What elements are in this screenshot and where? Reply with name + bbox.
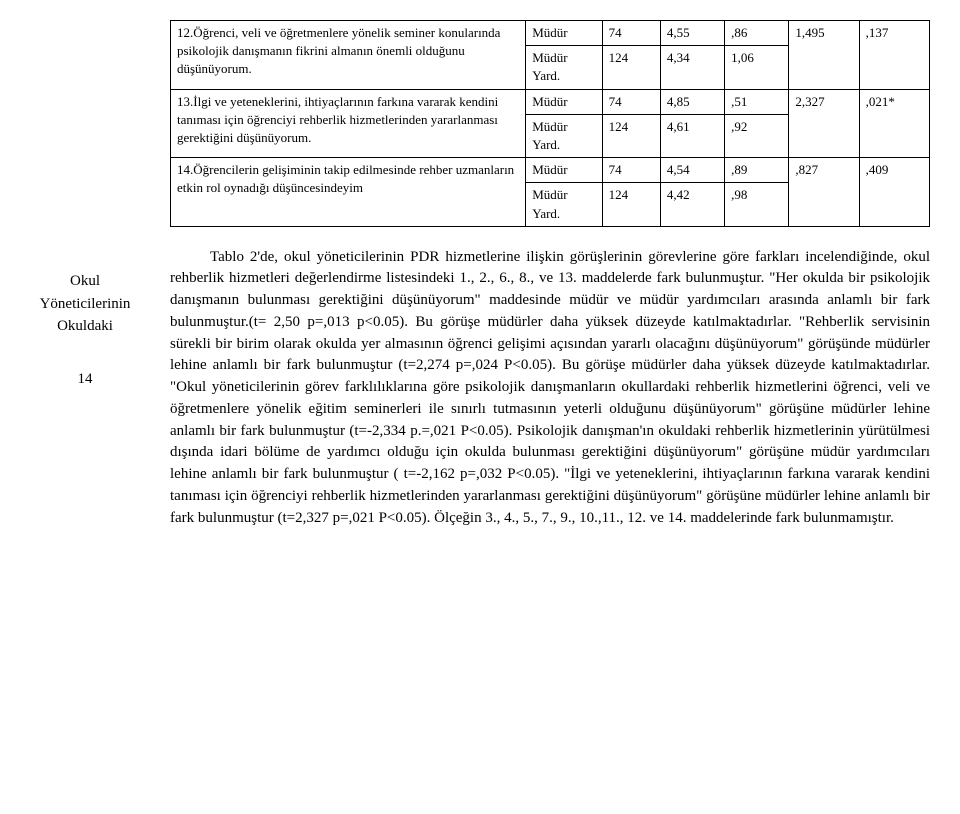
sidebar-line: Okul [30,270,140,293]
page-number: 14 [30,368,140,391]
body-paragraph: Tablo 2'de, okul yöneticilerinin PDR hiz… [170,247,930,530]
p-cell: ,409 [859,158,929,227]
sidebar-line: Okuldaki [30,315,140,338]
role-cell: Müdür [526,89,602,114]
sd-cell: ,98 [725,183,789,226]
p-cell: ,137 [859,21,929,90]
mean-cell: 4,55 [660,21,724,46]
main-content: 12.Öğrenci, veli ve öğretmenlere yönelik… [170,20,930,529]
sd-cell: 1,06 [725,46,789,89]
item-description: 12.Öğrenci, veli ve öğretmenlere yönelik… [171,21,526,90]
table-row: 12.Öğrenci, veli ve öğretmenlere yönelik… [171,21,930,46]
t-cell: 1,495 [789,21,859,90]
mean-cell: 4,42 [660,183,724,226]
table-row: 14.Öğrencilerin gelişiminin takip edilme… [171,158,930,183]
mean-cell: 4,61 [660,114,724,157]
n-cell: 74 [602,21,660,46]
role-cell: Müdür [526,158,602,183]
role-cell: Müdür Yard. [526,183,602,226]
mean-cell: 4,54 [660,158,724,183]
t-cell: ,827 [789,158,859,227]
mean-cell: 4,85 [660,89,724,114]
p-cell: ,021* [859,89,929,158]
role-cell: Müdür [526,21,602,46]
mean-cell: 4,34 [660,46,724,89]
t-cell: 2,327 [789,89,859,158]
data-table: 12.Öğrenci, veli ve öğretmenlere yönelik… [170,20,930,227]
sd-cell: ,51 [725,89,789,114]
role-cell: Müdür Yard. [526,46,602,89]
item-description: 13.İlgi ve yeteneklerini, ihtiyaçlarının… [171,89,526,158]
role-cell: Müdür Yard. [526,114,602,157]
n-cell: 74 [602,89,660,114]
sd-cell: ,86 [725,21,789,46]
sd-cell: ,89 [725,158,789,183]
n-cell: 124 [602,46,660,89]
n-cell: 124 [602,183,660,226]
sd-cell: ,92 [725,114,789,157]
table-row: 13.İlgi ve yeteneklerini, ihtiyaçlarının… [171,89,930,114]
sidebar-line: Yöneticilerinin [30,293,140,316]
sidebar: Okul Yöneticilerinin Okuldaki 14 [30,20,140,529]
item-description: 14.Öğrencilerin gelişiminin takip edilme… [171,158,526,227]
n-cell: 124 [602,114,660,157]
n-cell: 74 [602,158,660,183]
